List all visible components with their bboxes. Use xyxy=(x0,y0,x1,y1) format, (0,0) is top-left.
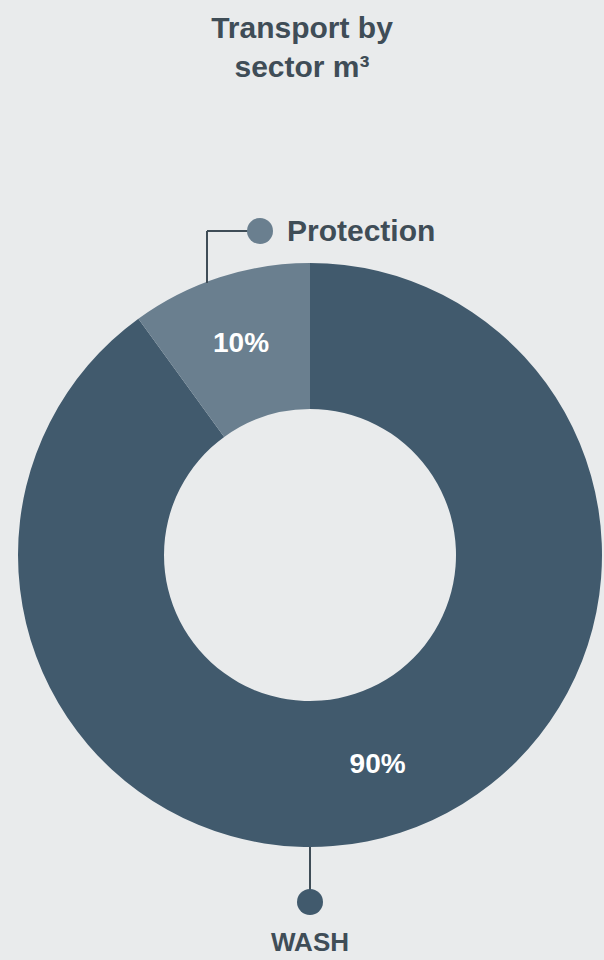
svg-text:Protection: Protection xyxy=(287,214,435,247)
svg-text:WASH: WASH xyxy=(271,927,349,957)
svg-text:Transport bysector m³: Transport bysector m³ xyxy=(211,11,393,83)
svg-text:90%: 90% xyxy=(350,748,406,779)
svg-text:10%: 10% xyxy=(213,327,269,358)
